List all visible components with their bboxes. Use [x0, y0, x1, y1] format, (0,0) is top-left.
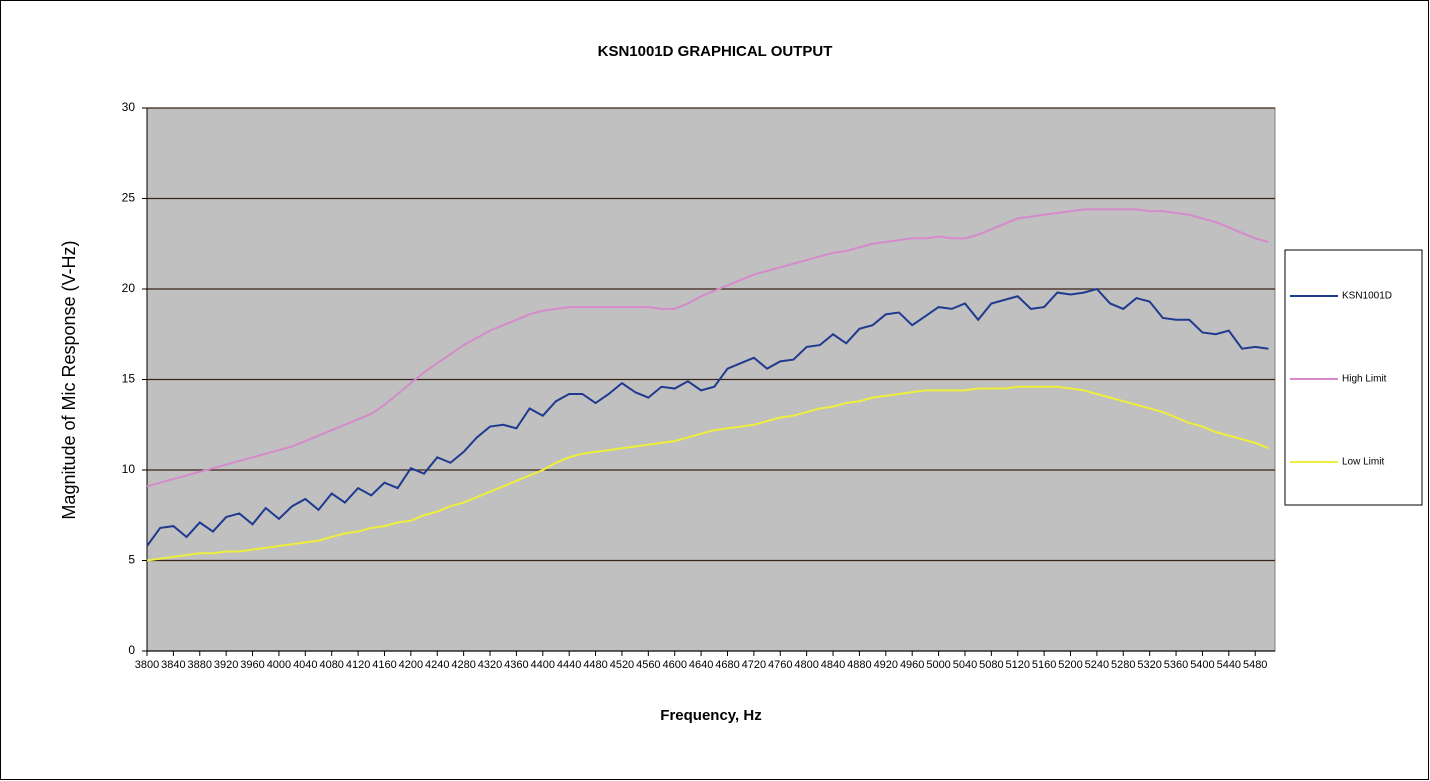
- x-tick-label: 4040: [293, 659, 317, 671]
- x-tick-label: 4920: [874, 659, 898, 671]
- x-tick-label: 5000: [926, 659, 950, 671]
- x-tick-label: 5280: [1111, 659, 1135, 671]
- x-tick-label: 5480: [1243, 659, 1267, 671]
- y-tick-label: 30: [122, 100, 136, 114]
- x-tick-label: 5160: [1032, 659, 1056, 671]
- x-tick-label: 5200: [1058, 659, 1082, 671]
- x-tick-label: 4360: [504, 659, 528, 671]
- data-line: [146, 208, 1269, 488]
- legend-label: High Limit: [1342, 374, 1387, 385]
- y-tick-label: 10: [122, 462, 136, 476]
- y-tick-label: 5: [128, 553, 135, 567]
- x-tick-label: 5440: [1217, 659, 1241, 671]
- x-tick-label: 4160: [372, 659, 396, 671]
- x-tick-label: 4760: [768, 659, 792, 671]
- x-tick-label: 4960: [900, 659, 924, 671]
- x-tick-label: 4320: [478, 659, 502, 671]
- x-tick-label: 4560: [636, 659, 660, 671]
- legend-label: KSN1001D: [1342, 291, 1392, 302]
- x-tick-label: 4520: [610, 659, 634, 671]
- x-tick-label: 5120: [1005, 659, 1029, 671]
- x-tick-label: 4440: [557, 659, 581, 671]
- data-line: [146, 287, 1269, 547]
- x-tick-label: 5320: [1137, 659, 1161, 671]
- y-axis-label: Magnitude of Mic Response (V-Hz): [59, 240, 79, 519]
- x-tick-label: 3920: [214, 659, 238, 671]
- x-tick-label: 4400: [531, 659, 555, 671]
- x-tick-label: 4840: [821, 659, 845, 671]
- y-tick-label: 20: [122, 281, 136, 295]
- x-tick-label: 4480: [583, 659, 607, 671]
- y-tick-label: 25: [122, 191, 136, 205]
- x-tick-label: 5040: [953, 659, 977, 671]
- x-tick-label: 4880: [847, 659, 871, 671]
- x-tick-label: 4000: [267, 659, 291, 671]
- x-tick-label: 3880: [188, 659, 212, 671]
- x-tick-label: 5400: [1190, 659, 1214, 671]
- y-tick-label: 0: [128, 643, 135, 657]
- legend-label: Low Limit: [1342, 457, 1384, 468]
- x-tick-label: 4120: [346, 659, 370, 671]
- x-axis-label: Frequency, Hz: [660, 707, 761, 724]
- x-tick-label: 3960: [240, 659, 264, 671]
- x-tick-label: 4800: [794, 659, 818, 671]
- x-tick-label: 4280: [451, 659, 475, 671]
- x-tick-label: 5080: [979, 659, 1003, 671]
- data-line: [146, 385, 1269, 562]
- x-tick-label: 4080: [319, 659, 343, 671]
- chart-title: KSN1001D GRAPHICAL OUTPUT: [598, 43, 833, 60]
- x-tick-label: 4680: [715, 659, 739, 671]
- x-tick-label: 4640: [689, 659, 713, 671]
- x-tick-label: 5360: [1164, 659, 1188, 671]
- y-tick-label: 15: [122, 372, 136, 386]
- x-tick-label: 4720: [742, 659, 766, 671]
- x-tick-label: 3800: [135, 659, 159, 671]
- x-tick-label: 5240: [1085, 659, 1109, 671]
- x-tick-label: 3840: [161, 659, 185, 671]
- x-tick-label: 4240: [425, 659, 449, 671]
- x-tick-label: 4600: [662, 659, 686, 671]
- x-tick-label: 4200: [399, 659, 423, 671]
